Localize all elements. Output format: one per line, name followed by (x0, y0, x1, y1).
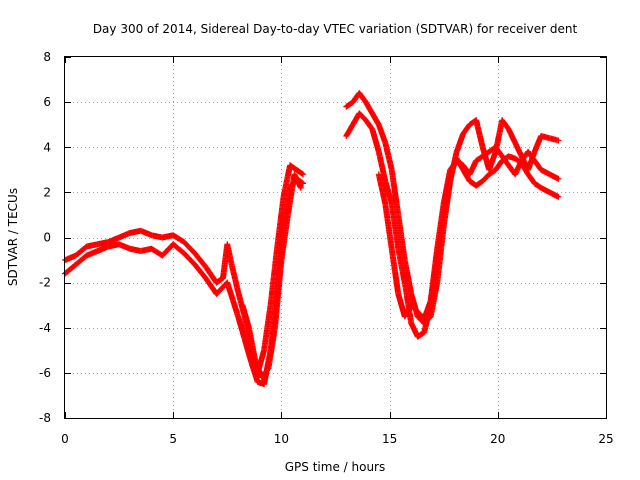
y-tick-label: -4 (39, 321, 51, 335)
data-series (343, 110, 562, 340)
y-tick-label: -2 (39, 276, 51, 290)
data-series (343, 90, 562, 327)
grid (65, 57, 606, 418)
data-series (239, 171, 304, 381)
axes: 0 5 10 15 20 25 -8 -6 -4 -2 0 2 4 6 8 (39, 50, 614, 446)
y-tick-label: -8 (39, 411, 51, 425)
y-tick-label: -6 (39, 366, 51, 380)
y-tick-label: 0 (43, 231, 51, 245)
data-series (375, 144, 562, 322)
plot-border (64, 56, 607, 419)
series-markers (376, 144, 561, 321)
y-tick-label: 4 (43, 140, 51, 154)
x-tick-label: 20 (490, 432, 505, 446)
data-layer (62, 90, 562, 388)
series-markers (239, 172, 304, 380)
series-markers (344, 91, 561, 326)
x-tick-label: 25 (598, 432, 613, 446)
x-tick-label: 15 (382, 432, 397, 446)
y-tick-label: 2 (43, 185, 51, 199)
y-axis-label: SDTVAR / TECUs (6, 188, 20, 286)
x-tick-label: 5 (169, 432, 177, 446)
y-tick-label: 8 (43, 50, 51, 64)
x-tick-label: 10 (274, 432, 289, 446)
series-markers (343, 111, 561, 340)
x-tick-label: 0 (61, 432, 69, 446)
y-tick-label: 6 (43, 95, 51, 109)
x-axis-label: GPS time / hours (285, 460, 386, 474)
chart-title: Day 300 of 2014, Sidereal Day-to-day VTE… (93, 22, 578, 36)
